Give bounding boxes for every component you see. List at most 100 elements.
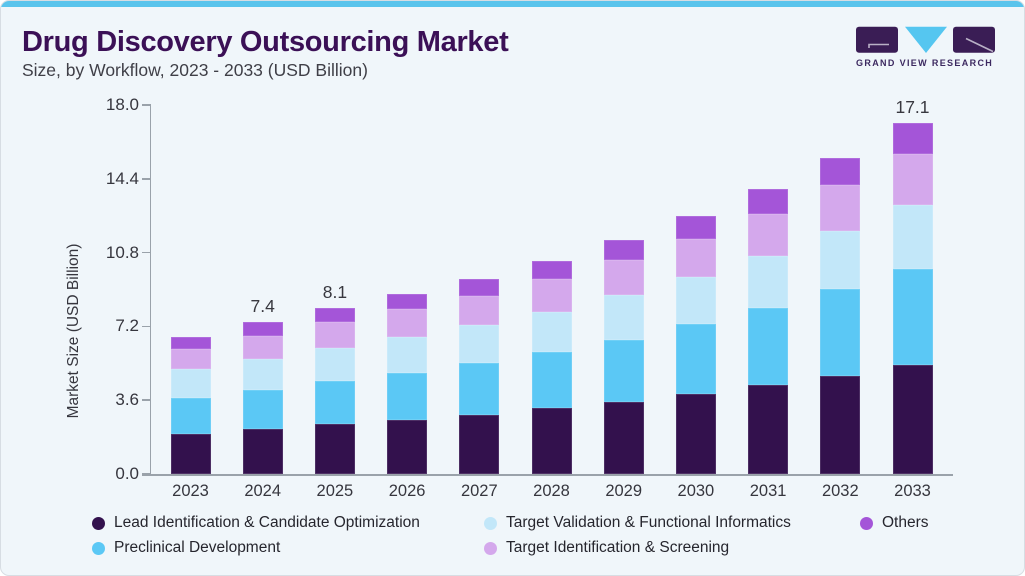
- x-tick-label: 2032: [821, 482, 859, 500]
- gvr-logo-text: GRAND VIEW RESEARCH: [856, 58, 994, 68]
- y-tick-mark: [142, 399, 151, 401]
- x-tick-label: 2029: [605, 482, 643, 500]
- bar-segment: [675, 276, 716, 325]
- bar-segment: [531, 408, 572, 474]
- bar-segment: [242, 428, 283, 474]
- bar-segment: [314, 348, 355, 382]
- legend-swatch-icon: [92, 516, 105, 530]
- y-tick-label: 18.0: [105, 95, 139, 114]
- bar-segment: [170, 398, 211, 435]
- y-tick-label: 10.8: [105, 242, 139, 262]
- bar-segment: [892, 123, 933, 154]
- x-tick-label: 2033: [894, 482, 931, 500]
- x-tick-label: 2025: [316, 482, 354, 500]
- legend-item: Preclinical Development: [92, 537, 280, 559]
- bar-segment: [748, 385, 789, 474]
- legend-swatch-icon: [860, 516, 873, 530]
- x-tick-label: 2030: [677, 482, 715, 500]
- legend-label: Preclinical Development: [114, 539, 281, 556]
- bar-segment: [459, 295, 500, 326]
- x-tick-label: 2026: [388, 482, 426, 500]
- bar-segment: [603, 401, 644, 474]
- bar-segment: [242, 335, 283, 359]
- legend-swatch-icon: [484, 541, 497, 555]
- bar-segment: [820, 289, 861, 376]
- legend-swatch-icon: [484, 516, 497, 530]
- legend-item: Others: [860, 512, 929, 534]
- x-tick-label: 2027: [460, 482, 498, 500]
- bar-segment: [531, 351, 572, 409]
- legend-label: Target Identification & Screening: [506, 539, 730, 556]
- x-axis-line: [142, 474, 953, 476]
- bar-segment: [892, 364, 933, 474]
- bar-segment: [748, 189, 789, 214]
- legend-item: Target Validation & Functional Informati…: [484, 512, 791, 534]
- y-tick-mark: [142, 251, 151, 254]
- y-tick-mark: [142, 473, 151, 475]
- legend-item: Lead Identification & Candidate Optimiza…: [92, 512, 420, 534]
- bar-segment: [675, 238, 716, 277]
- x-tick-label: 2031: [749, 482, 787, 500]
- bar-segment: [531, 279, 572, 312]
- bar-segment: [603, 240, 644, 261]
- chart-title: Drug Discovery Outsourcing Market: [22, 26, 509, 58]
- bar-segment: [459, 414, 500, 474]
- y-tick-mark: [142, 178, 151, 180]
- bar-segment: [820, 184, 861, 232]
- legend-item: Target Identification & Screening: [484, 537, 729, 559]
- x-tick-label: 2024: [244, 482, 282, 500]
- bar-segment: [170, 434, 211, 474]
- bar-segment: [314, 322, 355, 349]
- chart-subtitle: Size, by Workflow, 2023 - 2033 (USD Bill…: [22, 60, 368, 80]
- bar-segment: [748, 307, 789, 386]
- bar-segment: [820, 158, 861, 185]
- y-tick-label: 3.6: [115, 390, 139, 410]
- legend-label: Target Validation & Functional Informati…: [506, 514, 791, 531]
- bar-segment: [603, 295, 644, 340]
- bar-segment: [675, 324, 716, 395]
- bar-segment: [892, 153, 933, 205]
- bar-segment: [387, 293, 428, 310]
- bar-segment: [892, 268, 933, 365]
- bar-segment: [314, 424, 355, 474]
- bar-segment: [459, 363, 500, 415]
- bar-segment: [459, 325, 500, 364]
- bar-segment: [603, 339, 644, 402]
- bar-segment: [748, 213, 789, 257]
- gvr-logo: GRAND VIEW RESEARCH: [856, 26, 1001, 68]
- x-tick-label: 2023: [172, 482, 209, 500]
- bar-segment: [387, 337, 428, 373]
- x-tick-label: 2028: [533, 482, 570, 500]
- y-tick-label: 14.4: [105, 168, 139, 188]
- bar-value-label: 8.1: [322, 281, 348, 302]
- bar-segment: [387, 309, 428, 338]
- bar-segment: [170, 336, 211, 349]
- bar-segment: [603, 260, 644, 296]
- bar-segment: [170, 369, 211, 399]
- legend-swatch-icon: [92, 541, 105, 555]
- bar-segment: [675, 215, 716, 239]
- bar-segment: [314, 381, 355, 425]
- bar-segment: [820, 231, 861, 290]
- bar-segment: [675, 394, 716, 474]
- bar-segment: [387, 372, 428, 420]
- bar-segment: [387, 419, 428, 474]
- y-tick-mark: [142, 104, 151, 106]
- gvr-logo-icon: [856, 26, 995, 53]
- legend-label: Others: [882, 514, 929, 531]
- bar-segment: [820, 375, 861, 474]
- y-tick-label: 0.0: [115, 464, 139, 483]
- bar-segment: [242, 322, 283, 336]
- legend-label: Lead Identification & Candidate Optimiza…: [114, 514, 420, 531]
- bar-segment: [242, 389, 283, 429]
- top-accent-stripe: [1, 1, 1024, 7]
- bar-segment: [892, 204, 933, 269]
- bar-segment: [170, 348, 211, 370]
- bar-value-label: 7.4: [250, 296, 275, 317]
- y-axis-line: [149, 104, 151, 475]
- bar-segment: [748, 256, 789, 308]
- bar-value-label: 17.1: [895, 97, 930, 118]
- bar-segment: [242, 358, 283, 390]
- bar-segment: [531, 311, 572, 352]
